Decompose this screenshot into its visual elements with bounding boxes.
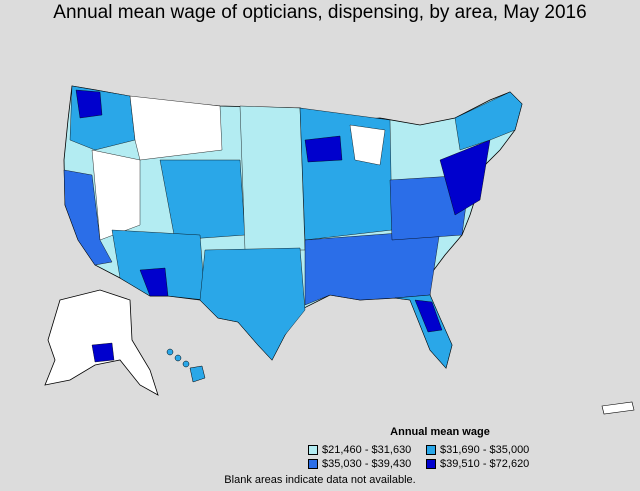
- map-title: Annual mean wage of opticians, dispensin…: [53, 2, 587, 23]
- legend-item-2: $31,690 - $35,000: [426, 444, 529, 456]
- alaska-anchorage-region: [91, 342, 115, 363]
- region-texas: [199, 247, 306, 361]
- region-florida: [394, 294, 453, 369]
- region-southeast: [304, 229, 441, 306]
- legend-item-3: $35,030 - $39,430: [308, 458, 411, 470]
- region-midwest: [299, 107, 393, 241]
- puerto-rico-shape: [601, 401, 635, 415]
- region-nevada-blank: [91, 149, 141, 241]
- region-northeast: [454, 91, 523, 151]
- legend-swatch-2: [426, 445, 436, 455]
- alaska-shape: [44, 289, 159, 396]
- region-arizona-blue: [139, 267, 169, 297]
- hawaii-shapes: [166, 348, 206, 383]
- legend-label-3: $35,030 - $39,430: [322, 458, 412, 470]
- legend-swatch-3: [308, 459, 318, 469]
- region-michigan-blank: [349, 124, 386, 166]
- legend-label-1: $21,460 - $31,630: [322, 444, 412, 456]
- legend-item-1: $21,460 - $31,630: [308, 444, 411, 456]
- region-puget-sound: [75, 89, 103, 119]
- region-mid-atlantic-dark: [439, 139, 491, 216]
- region-great-plains: [239, 105, 306, 251]
- region-florida-dark: [414, 299, 443, 333]
- legend-swatch-4: [426, 459, 436, 469]
- region-wyoming-colorado: [159, 159, 246, 241]
- region-upper-midwest-dark: [304, 135, 343, 163]
- legend-title: Annual mean wage: [390, 426, 490, 438]
- legend-swatch-1: [308, 445, 318, 455]
- map-regions: [63, 85, 523, 369]
- region-california-coast: [63, 169, 113, 266]
- legend-label-2: $31,690 - $35,000: [440, 444, 530, 456]
- legend-label-4: $39,510 - $72,620: [440, 458, 530, 470]
- footnote: Blank areas indicate data not available.: [224, 474, 416, 486]
- region-idaho-montana: [129, 95, 223, 161]
- legend-item-4: $39,510 - $72,620: [426, 458, 529, 470]
